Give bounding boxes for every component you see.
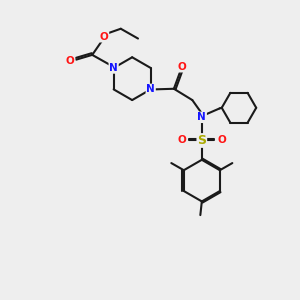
Text: O: O — [218, 136, 226, 146]
Text: N: N — [197, 112, 206, 122]
Text: O: O — [100, 32, 109, 42]
Text: O: O — [177, 62, 186, 72]
Text: O: O — [178, 136, 186, 146]
Text: S: S — [197, 134, 206, 147]
Text: O: O — [66, 56, 75, 66]
Text: N: N — [109, 63, 118, 73]
Text: N: N — [146, 84, 155, 94]
